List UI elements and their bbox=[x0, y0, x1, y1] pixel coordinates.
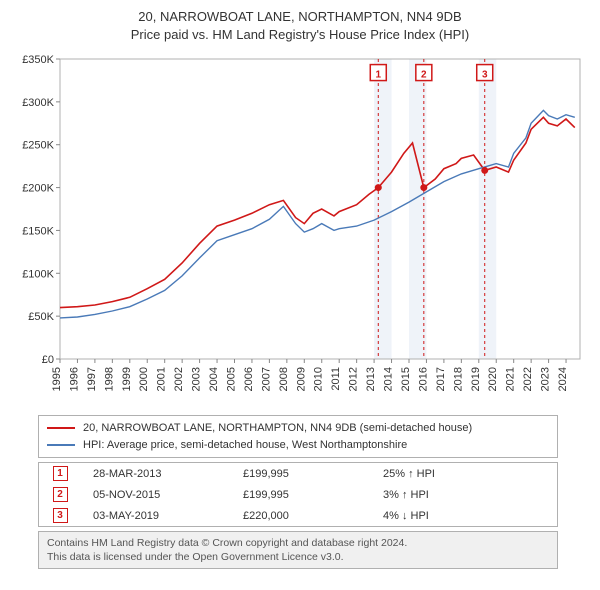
legend-label-hpi: HPI: Average price, semi-detached house,… bbox=[83, 437, 407, 454]
svg-text:1996: 1996 bbox=[68, 367, 80, 391]
sale-date: 03-MAY-2019 bbox=[93, 510, 223, 522]
svg-text:2010: 2010 bbox=[313, 367, 325, 391]
svg-text:2016: 2016 bbox=[417, 367, 429, 391]
legend-swatch-hpi bbox=[47, 444, 75, 446]
chart-title-address: 20, NARROWBOAT LANE, NORTHAMPTON, NN4 9D… bbox=[10, 8, 590, 26]
sale-date: 05-NOV-2015 bbox=[93, 489, 223, 501]
sales-table: 1 28-MAR-2013 £199,995 25% ↑ HPI 2 05-NOV-201… bbox=[38, 462, 558, 527]
svg-text:£100K: £100K bbox=[22, 268, 54, 280]
svg-text:1997: 1997 bbox=[86, 367, 98, 391]
svg-text:2003: 2003 bbox=[191, 367, 203, 391]
svg-text:2007: 2007 bbox=[260, 367, 272, 391]
svg-text:2021: 2021 bbox=[505, 367, 517, 391]
svg-text:2005: 2005 bbox=[225, 367, 237, 391]
svg-text:2014: 2014 bbox=[383, 367, 395, 391]
sale-marker: 2 bbox=[53, 487, 68, 502]
legend-swatch-price-paid bbox=[47, 427, 75, 429]
sales-row: 1 28-MAR-2013 £199,995 25% ↑ HPI bbox=[39, 463, 557, 484]
svg-text:2008: 2008 bbox=[278, 367, 290, 391]
svg-text:2022: 2022 bbox=[522, 367, 534, 391]
svg-text:£150K: £150K bbox=[22, 226, 54, 238]
title-block: 20, NARROWBOAT LANE, NORTHAMPTON, NN4 9D… bbox=[10, 8, 590, 43]
svg-text:£350K: £350K bbox=[22, 54, 54, 66]
sale-marker: 3 bbox=[53, 508, 68, 523]
sale-price: £199,995 bbox=[243, 468, 363, 480]
svg-text:2000: 2000 bbox=[138, 367, 150, 391]
sales-row: 3 03-MAY-2019 £220,000 4% ↓ HPI bbox=[39, 505, 557, 526]
chart: £0 £50K £100K £150K £200K £250K £300K £350K 1995… bbox=[10, 49, 590, 409]
svg-text:2013: 2013 bbox=[365, 367, 377, 391]
sales-row: 2 05-NOV-2015 £199,995 3% ↑ HPI bbox=[39, 484, 557, 505]
sale-date: 28-MAR-2013 bbox=[93, 468, 223, 480]
sale-change: 3% ↑ HPI bbox=[383, 489, 503, 501]
svg-text:2011: 2011 bbox=[330, 367, 342, 391]
svg-text:2012: 2012 bbox=[348, 367, 360, 391]
svg-text:2004: 2004 bbox=[208, 367, 220, 391]
svg-text:2002: 2002 bbox=[173, 367, 185, 391]
chart-svg: £0 £50K £100K £150K £200K £250K £300K £350K 1995… bbox=[10, 49, 590, 409]
legend-row-1: 20, NARROWBOAT LANE, NORTHAMPTON, NN4 9D… bbox=[47, 420, 549, 437]
svg-text:2009: 2009 bbox=[295, 367, 307, 391]
sale-change: 25% ↑ HPI bbox=[383, 468, 503, 480]
svg-text:£50K: £50K bbox=[28, 311, 54, 323]
svg-text:2001: 2001 bbox=[156, 367, 168, 391]
sale-price: £220,000 bbox=[243, 510, 363, 522]
svg-text:2015: 2015 bbox=[400, 367, 412, 391]
sale-marker: 1 bbox=[53, 466, 68, 481]
svg-text:3: 3 bbox=[482, 70, 488, 81]
root: 20, NARROWBOAT LANE, NORTHAMPTON, NN4 9D… bbox=[0, 0, 600, 575]
svg-text:2024: 2024 bbox=[557, 367, 569, 391]
svg-text:2006: 2006 bbox=[243, 367, 255, 391]
sale-price: £199,995 bbox=[243, 489, 363, 501]
svg-text:£0: £0 bbox=[42, 354, 54, 366]
svg-text:1995: 1995 bbox=[51, 367, 63, 391]
svg-text:1: 1 bbox=[376, 70, 382, 81]
svg-text:2018: 2018 bbox=[452, 367, 464, 391]
svg-text:£250K: £250K bbox=[22, 140, 54, 152]
svg-text:1999: 1999 bbox=[121, 367, 133, 391]
svg-text:£300K: £300K bbox=[22, 97, 54, 109]
chart-title-desc: Price paid vs. HM Land Registry's House … bbox=[10, 26, 590, 44]
svg-text:2019: 2019 bbox=[470, 367, 482, 391]
legend-label-price-paid: 20, NARROWBOAT LANE, NORTHAMPTON, NN4 9D… bbox=[83, 420, 472, 437]
svg-text:£200K: £200K bbox=[22, 183, 54, 195]
sale-change: 4% ↓ HPI bbox=[383, 510, 503, 522]
svg-text:2023: 2023 bbox=[540, 367, 552, 391]
svg-text:2020: 2020 bbox=[487, 367, 499, 391]
attribution: Contains HM Land Registry data © Crown c… bbox=[38, 531, 558, 569]
legend: 20, NARROWBOAT LANE, NORTHAMPTON, NN4 9D… bbox=[38, 415, 558, 458]
attribution-line2: This data is licensed under the Open Gov… bbox=[47, 550, 549, 564]
svg-text:2017: 2017 bbox=[435, 367, 447, 391]
svg-text:2: 2 bbox=[421, 70, 427, 81]
legend-row-2: HPI: Average price, semi-detached house,… bbox=[47, 437, 549, 454]
attribution-line1: Contains HM Land Registry data © Crown c… bbox=[47, 536, 549, 550]
svg-text:1998: 1998 bbox=[103, 367, 115, 391]
